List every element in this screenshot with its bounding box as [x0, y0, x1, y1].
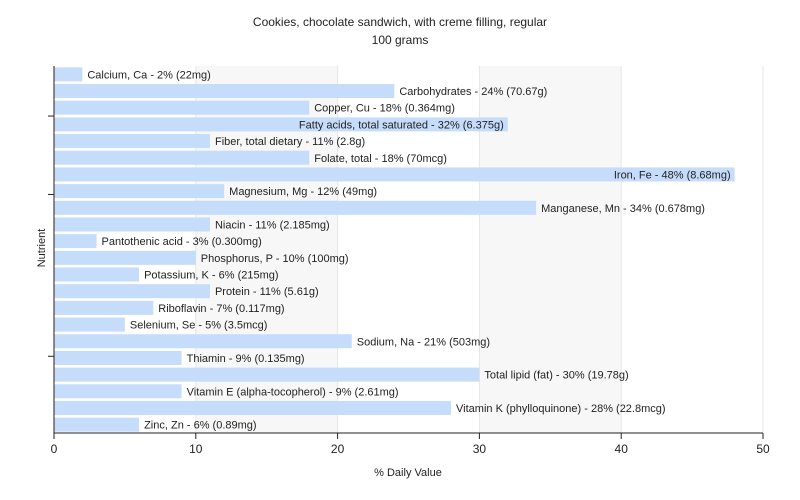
- x-tick-label: 0: [51, 442, 58, 456]
- bar-label: Carbohydrates - 24% (70.67g): [399, 86, 547, 98]
- bar-label: Iron, Fe - 48% (8.68mg): [614, 169, 731, 181]
- bar: [54, 350, 182, 365]
- bar: [54, 167, 735, 182]
- y-axis-label: Nutrient: [36, 229, 48, 268]
- x-tick-label: 30: [473, 442, 487, 456]
- x-axis-label: % Daily Value: [374, 467, 442, 479]
- bar-label: Calcium, Ca - 2% (22mg): [87, 69, 210, 81]
- bar-label: Phosphorus, P - 10% (100mg): [201, 253, 349, 265]
- bar-label: Magnesium, Mg - 12% (49mg): [229, 186, 377, 198]
- bars: [54, 67, 735, 432]
- bar: [54, 200, 537, 215]
- axes: [53, 66, 763, 434]
- bar: [54, 367, 480, 382]
- bar-label: Manganese, Mn - 34% (0.678mg): [541, 203, 705, 215]
- bar-label: Protein - 11% (5.61g): [215, 286, 319, 298]
- bar: [54, 234, 97, 249]
- bar: [54, 117, 508, 132]
- bar: [54, 67, 83, 82]
- bar: [54, 334, 352, 349]
- bar-label: Fiber, total dietary - 11% (2.8g): [215, 136, 365, 148]
- x-tick-label: 40: [615, 442, 629, 456]
- bar: [54, 184, 225, 199]
- bar: [54, 284, 210, 299]
- bar: [54, 267, 140, 282]
- bar-label: Folate, total - 18% (70mcg): [314, 153, 447, 165]
- bar: [54, 417, 140, 432]
- bar-label: Vitamin E (alpha-tocopherol) - 9% (2.61m…: [187, 386, 399, 398]
- x-tick-label: 20: [331, 442, 345, 456]
- bar: [54, 217, 210, 232]
- bar-label: Riboflavin - 7% (0.117mg): [158, 303, 284, 315]
- bar-label: Selenium, Se - 5% (3.5mcg): [130, 320, 268, 332]
- bar-label: Pantothenic acid - 3% (0.300mg): [102, 236, 262, 248]
- bar: [54, 300, 154, 315]
- bar-label: Sodium, Na - 21% (503mg): [357, 336, 490, 348]
- bar-labels: Calcium, Ca - 2% (22mg) Carbohydrates - 2…: [87, 69, 730, 431]
- bar-label: Thiamin - 9% (0.135mg): [187, 353, 305, 365]
- bar: [54, 400, 452, 415]
- bar: [54, 150, 310, 165]
- x-tick-label: 50: [756, 442, 770, 456]
- bar: [54, 250, 196, 265]
- x-axis-ticks: 0 10 20 30 40 50: [51, 433, 770, 456]
- bar-label: Total lipid (fat) - 30% (19.78g): [484, 370, 628, 382]
- bar-label: Potassium, K - 6% (215mg): [144, 270, 279, 282]
- bar-label: Vitamin K (phylloquinone) - 28% (22.8mcg…: [456, 403, 666, 415]
- chart-title: Cookies, chocolate sandwich, with creme …: [253, 15, 547, 29]
- bar: [54, 84, 395, 99]
- bar: [54, 317, 125, 332]
- chart-subtitle: 100 grams: [372, 33, 429, 47]
- bar-label: Niacin - 11% (2.185mg): [215, 219, 330, 231]
- bar-label: Zinc, Zn - 6% (0.89mg): [144, 420, 256, 432]
- bar: [54, 134, 210, 149]
- bar: [54, 100, 310, 115]
- x-tick-label: 10: [189, 442, 203, 456]
- bar-label: Copper, Cu - 18% (0.364mg): [314, 103, 455, 115]
- bar-label: Fatty acids, total saturated - 32% (6.37…: [299, 119, 504, 131]
- y-axis-ticks: [48, 115, 54, 357]
- bar: [54, 384, 182, 399]
